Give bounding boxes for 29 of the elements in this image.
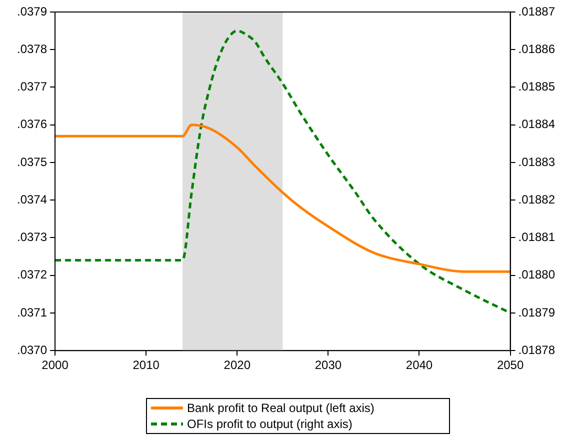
y-tick-label: .0372 [17,268,48,282]
y-tick-label: .0376 [17,117,48,132]
y-tick-label: .0370 [17,342,48,357]
x-tick-label: 2030 [314,358,342,372]
y2-tick-label: .01880 [518,268,556,282]
y-tick-label: .0379 [17,4,48,18]
legend-label: OFIs profit to output (right axis) [187,417,352,431]
y2-tick-label: .01879 [518,305,556,320]
y2-tick-label: .01878 [518,342,556,357]
y2-tick-label: .01883 [518,154,556,169]
y2-tick-label: .01886 [518,42,556,56]
line-series [55,124,510,273]
y2-tick-label: .01885 [518,80,556,94]
y-tick-label: .0374 [17,192,48,206]
x-tick-label: 2050 [496,358,524,372]
y-tick-label: .0371 [17,305,48,320]
y2-tick-label: .01887 [518,4,556,18]
y-tick-label: .0373 [17,230,48,244]
y-tick-label: .0377 [17,80,48,94]
y2-tick-label: .01882 [518,192,556,206]
y-tick-label: .0375 [17,154,48,169]
x-tick-label: 2010 [132,358,160,372]
y2-tick-label: .01884 [518,117,556,132]
x-tick-label: 2000 [42,358,69,372]
legend-label: Bank profit to Real output (left axis) [187,401,374,415]
x-tick-label: 2040 [406,358,433,372]
y-tick-label: .0378 [17,42,48,56]
x-tick-label: 2020 [224,358,251,372]
y2-tick-label: .01881 [518,230,556,244]
